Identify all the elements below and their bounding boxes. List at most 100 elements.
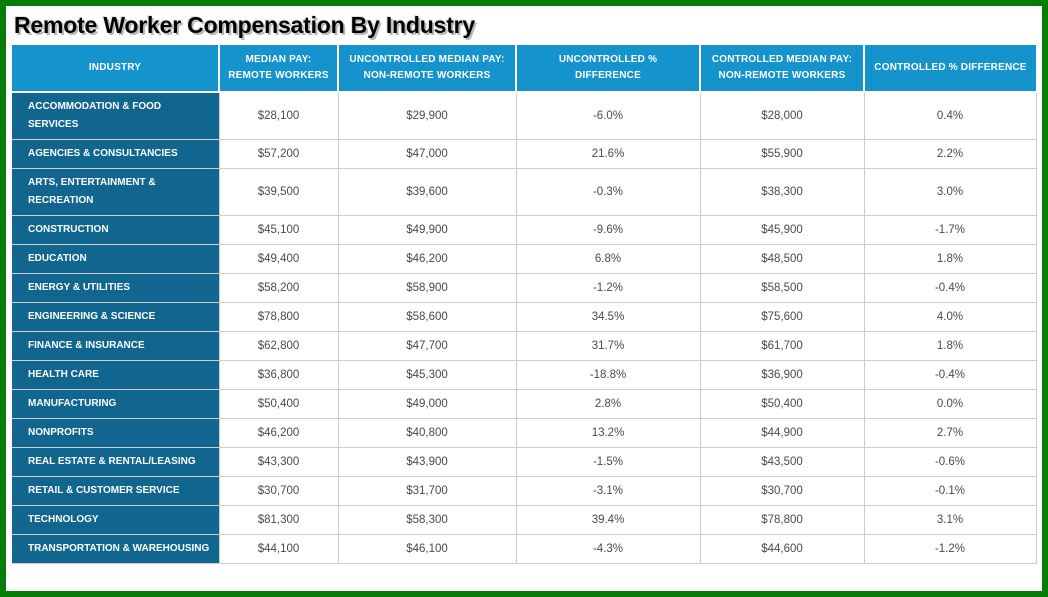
column-header-industry: INDUSTRY xyxy=(12,45,219,93)
cell-controlled_pct_difference: -0.6% xyxy=(863,447,1037,477)
cell-industry: REAL ESTATE & RENTAL/LEASING xyxy=(12,447,220,477)
cell-industry: TRANSPORTATION & WAREHOUSING xyxy=(12,534,220,564)
table-row: TRANSPORTATION & WAREHOUSING $44,100 $46,1… xyxy=(12,534,1037,564)
table-row: ARTS, ENTERTAINMENT & RECREATION $39,500 $… xyxy=(12,168,1037,216)
cell-median_pay_remote: $30,700 xyxy=(218,476,339,506)
cell-industry: AGENCIES & CONSULTANCIES xyxy=(12,139,220,169)
table-row: HEALTH CARE $36,800 $45,300 -18.8% $36,900 -0… xyxy=(12,360,1037,390)
cell-median_pay_remote: $58,200 xyxy=(218,273,339,303)
cell-uncontrolled_pct_difference: -4.3% xyxy=(515,534,701,564)
table-header: INDUSTRY MEDIAN PAY: REMOTE WORKERS UNCONT… xyxy=(12,45,1036,93)
cell-controlled_pct_difference: 3.0% xyxy=(863,168,1037,216)
table-row: MANUFACTURING $50,400 $49,000 2.8% $50,400 0.… xyxy=(12,389,1037,419)
cell-industry: HEALTH CARE xyxy=(12,360,220,390)
table-row: CONSTRUCTION $45,100 $49,900 -9.6% $45,900 -1… xyxy=(12,215,1037,245)
cell-industry: CONSTRUCTION xyxy=(12,215,220,245)
cell-controlled_median_pay_nonremote: $50,400 xyxy=(699,389,865,419)
cell-uncontrolled_median_pay_nonremote: $31,700 xyxy=(337,476,517,506)
cell-controlled_pct_difference: 2.7% xyxy=(863,418,1037,448)
cell-uncontrolled_median_pay_nonremote: $46,100 xyxy=(337,534,517,564)
cell-industry: MANUFACTURING xyxy=(12,389,220,419)
cell-controlled_median_pay_nonremote: $28,000 xyxy=(699,91,865,140)
cell-uncontrolled_pct_difference: 21.6% xyxy=(515,139,701,169)
cell-industry: ARTS, ENTERTAINMENT & RECREATION xyxy=(12,168,220,216)
table-row: TECHNOLOGY $81,300 $58,300 39.4% $78,800 3.1% xyxy=(12,505,1037,535)
cell-industry: RETAIL & CUSTOMER SERVICE xyxy=(12,476,220,506)
cell-controlled_pct_difference: -1.2% xyxy=(863,534,1037,564)
table-row: ACCOMMODATION & FOOD SERVICES $28,100 $29,… xyxy=(12,91,1037,140)
column-header-median_pay_remote: MEDIAN PAY: REMOTE WORKERS xyxy=(218,45,338,93)
cell-controlled_pct_difference: 0.4% xyxy=(863,91,1037,140)
cell-uncontrolled_median_pay_nonremote: $47,000 xyxy=(337,139,517,169)
cell-controlled_pct_difference: 0.0% xyxy=(863,389,1037,419)
table-row: FINANCE & INSURANCE $62,800 $47,700 31.7% $6… xyxy=(12,331,1037,361)
cell-controlled_pct_difference: -0.1% xyxy=(863,476,1037,506)
cell-controlled_median_pay_nonremote: $43,500 xyxy=(699,447,865,477)
cell-industry: ENERGY & UTILITIES xyxy=(12,273,220,303)
table-row: AGENCIES & CONSULTANCIES $57,200 $47,000 21… xyxy=(12,139,1037,169)
cell-uncontrolled_median_pay_nonremote: $45,300 xyxy=(337,360,517,390)
cell-controlled_median_pay_nonremote: $58,500 xyxy=(699,273,865,303)
cell-controlled_pct_difference: 1.8% xyxy=(863,331,1037,361)
cell-uncontrolled_median_pay_nonremote: $49,000 xyxy=(337,389,517,419)
column-header-controlled_median_pay_nonremote: CONTROLLED MEDIAN PAY: NON-REMOTE WORKER… xyxy=(699,45,864,93)
cell-controlled_median_pay_nonremote: $75,600 xyxy=(699,302,865,332)
cell-uncontrolled_pct_difference: -6.0% xyxy=(515,91,701,140)
cell-uncontrolled_pct_difference: -18.8% xyxy=(515,360,701,390)
cell-controlled_pct_difference: 4.0% xyxy=(863,302,1037,332)
cell-controlled_median_pay_nonremote: $44,600 xyxy=(699,534,865,564)
cell-median_pay_remote: $28,100 xyxy=(218,91,339,140)
cell-uncontrolled_pct_difference: -1.5% xyxy=(515,447,701,477)
cell-median_pay_remote: $78,800 xyxy=(218,302,339,332)
cell-controlled_median_pay_nonremote: $78,800 xyxy=(699,505,865,535)
cell-controlled_pct_difference: 3.1% xyxy=(863,505,1037,535)
cell-uncontrolled_pct_difference: -9.6% xyxy=(515,215,701,245)
cell-industry: FINANCE & INSURANCE xyxy=(12,331,220,361)
table-row: NONPROFITS $46,200 $40,800 13.2% $44,900 2.7% xyxy=(12,418,1037,448)
table-row: EDUCATION $49,400 $46,200 6.8% $48,500 1.8% xyxy=(12,244,1037,274)
cell-median_pay_remote: $46,200 xyxy=(218,418,339,448)
table-row: ENGINEERING & SCIENCE $78,800 $58,600 34.5%… xyxy=(12,302,1037,332)
cell-uncontrolled_median_pay_nonremote: $40,800 xyxy=(337,418,517,448)
cell-controlled_pct_difference: -0.4% xyxy=(863,360,1037,390)
header-row: INDUSTRY MEDIAN PAY: REMOTE WORKERS UNCONT… xyxy=(12,45,1036,93)
cell-controlled_pct_difference: 1.8% xyxy=(863,244,1037,274)
cell-uncontrolled_pct_difference: 34.5% xyxy=(515,302,701,332)
cell-uncontrolled_median_pay_nonremote: $58,900 xyxy=(337,273,517,303)
cell-uncontrolled_median_pay_nonremote: $46,200 xyxy=(337,244,517,274)
cell-controlled_median_pay_nonremote: $38,300 xyxy=(699,168,865,216)
cell-controlled_pct_difference: -1.7% xyxy=(863,215,1037,245)
cell-uncontrolled_median_pay_nonremote: $43,900 xyxy=(337,447,517,477)
table-row: REAL ESTATE & RENTAL/LEASING $43,300 $43,9… xyxy=(12,447,1037,477)
cell-controlled_pct_difference: 2.2% xyxy=(863,139,1037,169)
cell-median_pay_remote: $57,200 xyxy=(218,139,339,169)
cell-uncontrolled_pct_difference: -1.2% xyxy=(515,273,701,303)
cell-uncontrolled_pct_difference: 13.2% xyxy=(515,418,701,448)
table-body: ACCOMMODATION & FOOD SERVICES $28,100 $29,… xyxy=(12,91,1037,564)
cell-industry: NONPROFITS xyxy=(12,418,220,448)
cell-median_pay_remote: $43,300 xyxy=(218,447,339,477)
cell-uncontrolled_pct_difference: -3.1% xyxy=(515,476,701,506)
cell-uncontrolled_pct_difference: 39.4% xyxy=(515,505,701,535)
cell-industry: ACCOMMODATION & FOOD SERVICES xyxy=(12,91,220,140)
cell-median_pay_remote: $50,400 xyxy=(218,389,339,419)
page-title: Remote Worker Compensation By Industry xyxy=(14,12,476,38)
cell-uncontrolled_pct_difference: -0.3% xyxy=(515,168,701,216)
cell-uncontrolled_median_pay_nonremote: $58,300 xyxy=(337,505,517,535)
cell-uncontrolled_pct_difference: 2.8% xyxy=(515,389,701,419)
cell-industry: TECHNOLOGY xyxy=(12,505,220,535)
cell-median_pay_remote: $49,400 xyxy=(218,244,339,274)
cell-median_pay_remote: $62,800 xyxy=(218,331,339,361)
cell-median_pay_remote: $45,100 xyxy=(218,215,339,245)
column-header-uncontrolled_pct_difference: UNCONTROLLED % DIFFERENCE xyxy=(515,45,700,93)
cell-median_pay_remote: $81,300 xyxy=(218,505,339,535)
cell-controlled_median_pay_nonremote: $44,900 xyxy=(699,418,865,448)
cell-controlled_median_pay_nonremote: $55,900 xyxy=(699,139,865,169)
cell-controlled_median_pay_nonremote: $45,900 xyxy=(699,215,865,245)
cell-controlled_median_pay_nonremote: $48,500 xyxy=(699,244,865,274)
cell-uncontrolled_pct_difference: 31.7% xyxy=(515,331,701,361)
cell-uncontrolled_median_pay_nonremote: $29,900 xyxy=(337,91,517,140)
cell-controlled_median_pay_nonremote: $30,700 xyxy=(699,476,865,506)
cell-uncontrolled_median_pay_nonremote: $39,600 xyxy=(337,168,517,216)
